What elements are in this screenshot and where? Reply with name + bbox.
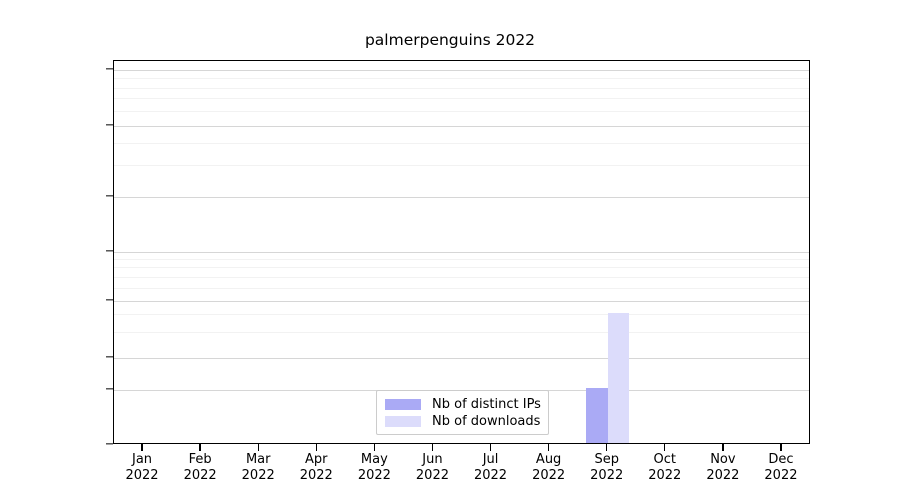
y-tick-mark — [106, 443, 113, 445]
y-tick-mark — [106, 388, 113, 390]
x-tick-label: May 2022 — [358, 452, 391, 484]
gridline-minor — [114, 87, 809, 89]
gridline-minor — [114, 276, 809, 278]
gridline-major — [114, 69, 809, 71]
x-tick-mark — [780, 444, 782, 451]
plot-area — [113, 60, 810, 444]
gridline-minor — [114, 287, 809, 289]
x-tick-month: Nov — [710, 452, 736, 467]
x-tick-mark — [141, 444, 143, 451]
y-tick-mark — [106, 68, 113, 70]
legend-label-downloads: Nb of downloads — [432, 414, 541, 429]
gridline-minor — [114, 98, 809, 100]
x-tick-year: 2022 — [125, 468, 159, 483]
x-tick-label: Nov 2022 — [706, 452, 739, 484]
gridline-major — [114, 196, 809, 198]
x-tick-year: 2022 — [241, 468, 275, 483]
x-tick-month: Sep — [594, 452, 619, 467]
x-tick-year: 2022 — [706, 468, 740, 483]
gridline-minor — [114, 142, 809, 144]
bar — [586, 388, 608, 443]
y-tick-mark — [106, 250, 113, 252]
legend-item[interactable]: Nb of downloads — [385, 413, 540, 430]
gridline-major — [114, 125, 809, 127]
x-tick-year: 2022 — [357, 468, 391, 483]
bar — [607, 312, 630, 443]
x-tick-label: Jan 2022 — [125, 452, 158, 484]
x-tick-mark — [257, 444, 259, 451]
x-tick-month: Dec — [768, 452, 794, 467]
legend-swatch-distinct-ips — [385, 399, 421, 410]
x-tick-label: Dec 2022 — [764, 452, 797, 484]
x-tick-label: Oct 2022 — [648, 452, 681, 484]
x-tick-year: 2022 — [532, 468, 566, 483]
x-tick-mark — [606, 444, 608, 451]
chart-legend: Nb of distinct IPs Nb of downloads — [376, 390, 549, 435]
x-tick-month: Oct — [653, 452, 677, 467]
y-tick-mark — [106, 356, 113, 358]
chart-title: palmerpenguins 2022 — [364, 31, 536, 49]
y-tick-mark — [106, 299, 113, 301]
x-tick-label: Feb 2022 — [184, 452, 217, 484]
x-tick-mark — [373, 444, 376, 451]
gridline-major — [114, 357, 809, 359]
x-tick-mark — [489, 444, 492, 451]
x-tick-month: Jun — [422, 452, 443, 467]
x-tick-label: Jun 2022 — [416, 452, 449, 484]
x-tick-month: Jan — [132, 452, 153, 467]
x-tick-year: 2022 — [648, 468, 682, 483]
y-tick-mark — [106, 195, 113, 197]
x-tick-label: Apr 2022 — [300, 452, 333, 484]
gridline-minor — [114, 332, 809, 334]
x-tick-month: Aug — [535, 452, 562, 467]
x-tick-mark — [547, 444, 550, 451]
x-tick-month: Jul — [482, 452, 499, 467]
gridline-minor — [114, 110, 809, 112]
x-tick-mark — [722, 444, 724, 451]
x-tick-year: 2022 — [764, 468, 798, 483]
x-tick-label: Mar 2022 — [242, 452, 275, 484]
gridline-minor — [114, 258, 809, 260]
legend-label-distinct-ips: Nb of distinct IPs — [432, 397, 541, 412]
gridline-major — [114, 251, 809, 253]
x-tick-mark — [431, 444, 434, 451]
legend-item[interactable]: Nb of distinct IPs — [385, 396, 541, 413]
x-tick-mark — [664, 444, 666, 451]
legend-swatch-downloads — [385, 416, 421, 427]
x-tick-month: Apr — [305, 452, 328, 467]
gridline-minor — [114, 78, 809, 79]
x-tick-year: 2022 — [590, 468, 624, 483]
gridline-minor — [114, 314, 809, 316]
gridline-minor — [114, 165, 809, 167]
x-tick-mark — [315, 444, 317, 451]
x-tick-mark — [199, 444, 201, 451]
x-tick-year: 2022 — [415, 468, 449, 483]
x-tick-month: May — [360, 452, 388, 467]
x-tick-month: Mar — [245, 452, 271, 467]
y-tick-mark — [106, 124, 113, 126]
gridline-minor — [114, 267, 809, 269]
x-tick-year: 2022 — [183, 468, 217, 483]
gridline-major — [114, 300, 809, 302]
x-tick-label: Aug 2022 — [532, 452, 565, 484]
x-tick-label: Sep 2022 — [590, 452, 623, 484]
x-tick-year: 2022 — [473, 468, 508, 483]
x-tick-year: 2022 — [299, 468, 333, 483]
x-tick-label: Jul 2022 — [474, 452, 507, 484]
x-tick-month: Feb — [188, 452, 212, 467]
